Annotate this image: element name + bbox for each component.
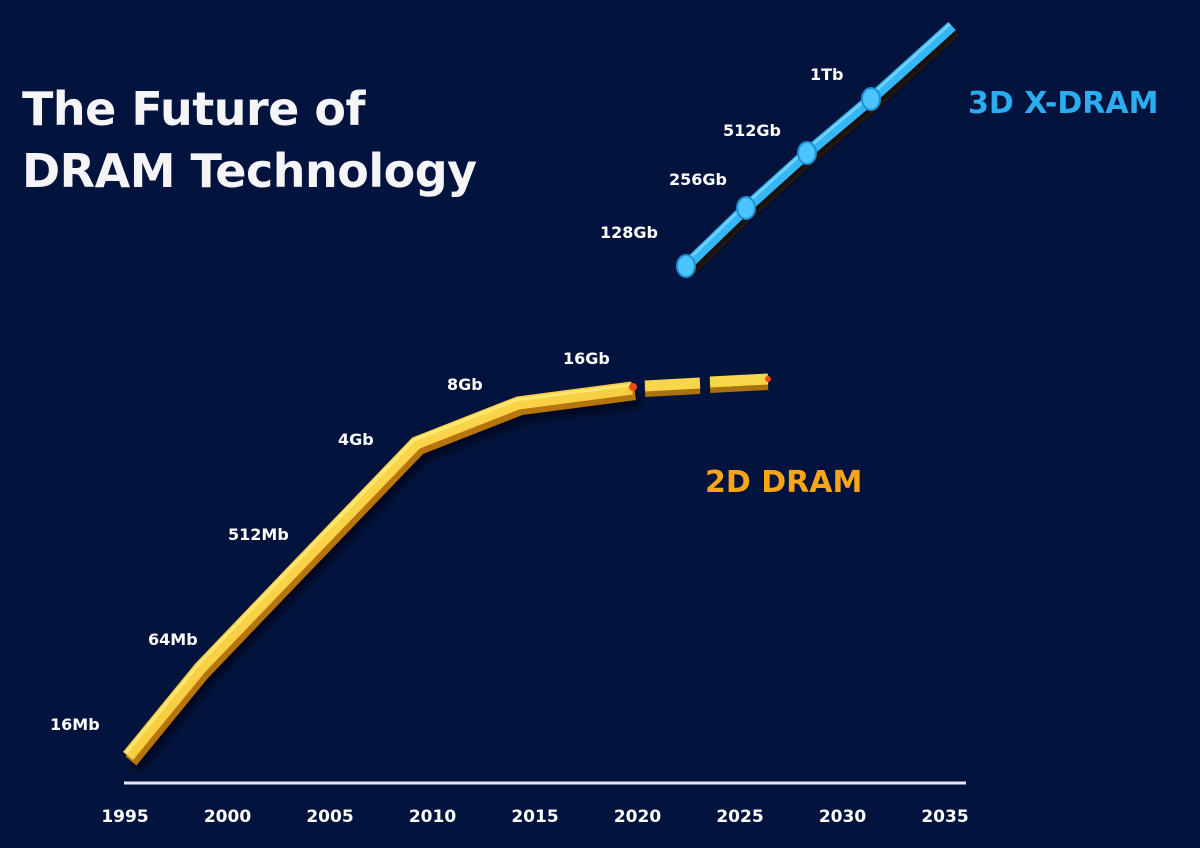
series-2d-point-label: 64Mb: [148, 630, 198, 649]
x-tick-label: 2030: [819, 807, 866, 827]
series-3d-data-point: [797, 141, 817, 165]
series-2d-point-label: 16Gb: [563, 349, 610, 368]
series-2d-point-label: 4Gb: [338, 430, 374, 449]
series-3d-data-point: [736, 196, 756, 220]
x-tick-label: 1995: [101, 807, 148, 827]
series-2d-projection-block: [644, 377, 701, 392]
x-tick-label: 2000: [204, 807, 251, 827]
series-2d-point-label: 16Mb: [50, 715, 100, 734]
chart-title: The Future of DRAM Technology: [22, 78, 477, 202]
x-tick-label: 2010: [409, 807, 456, 827]
series-2d-dram-shadow: [125, 386, 636, 766]
series-2d-point-label: 8Gb: [447, 375, 483, 394]
title-line-2: DRAM Technology: [22, 144, 477, 198]
series-3d-point-label: 1Tb: [810, 65, 844, 84]
series-3d-data-point: [676, 254, 696, 278]
x-tick-label: 2015: [511, 807, 558, 827]
x-tick-label: 2025: [716, 807, 763, 827]
legend-3d-xdram: 3D X-DRAM: [968, 86, 1158, 121]
series-3d-xdram-line: [682, 21, 956, 270]
title-line-1: The Future of: [22, 82, 365, 136]
series-2d-break-marker: [629, 383, 637, 391]
series-3d-point-label: 128Gb: [600, 223, 658, 242]
series-2d-dram-line: [122, 381, 633, 761]
x-tick-label: 2035: [921, 807, 968, 827]
legend-2d-dram: 2D DRAM: [705, 465, 862, 500]
series-3d-point-label: 512Gb: [723, 121, 781, 140]
x-tick-label: 2005: [306, 807, 353, 827]
series-3d-point-label: 256Gb: [669, 170, 727, 189]
series-2d-end-marker: [765, 376, 771, 382]
x-tick-label: 2020: [614, 807, 661, 827]
series-2d-projection-block: [709, 373, 769, 388]
series-3d-data-point: [861, 87, 881, 111]
series-2d-dram-highlight: [124, 383, 631, 754]
series-2d-point-label: 512Mb: [228, 525, 289, 544]
